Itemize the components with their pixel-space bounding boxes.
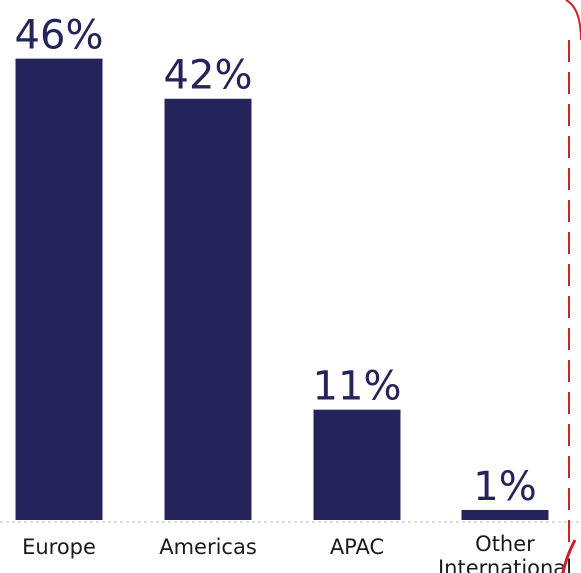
decorative-red-dashed-arc-bottom [561, 539, 577, 573]
bar-europe [15, 58, 103, 521]
value-label: 11% [313, 364, 402, 410]
bars-group [15, 58, 549, 521]
value-labels-group: 46% 42% 11% 1% [15, 13, 537, 510]
value-label: 1% [473, 464, 536, 510]
category-label: APAC [330, 535, 384, 559]
category-label: Europe [22, 535, 96, 559]
value-label: 46% [15, 13, 104, 59]
bar-other-international [461, 509, 549, 520]
bar-americas [164, 98, 252, 521]
value-label: 42% [164, 53, 253, 99]
category-label: Americas [159, 535, 257, 559]
decorative-red-dashed-arc [565, 0, 581, 41]
category-labels-group: Europe Americas APAC Other International [22, 532, 572, 573]
category-label: Other International [438, 532, 572, 573]
bar-apac [313, 409, 401, 520]
